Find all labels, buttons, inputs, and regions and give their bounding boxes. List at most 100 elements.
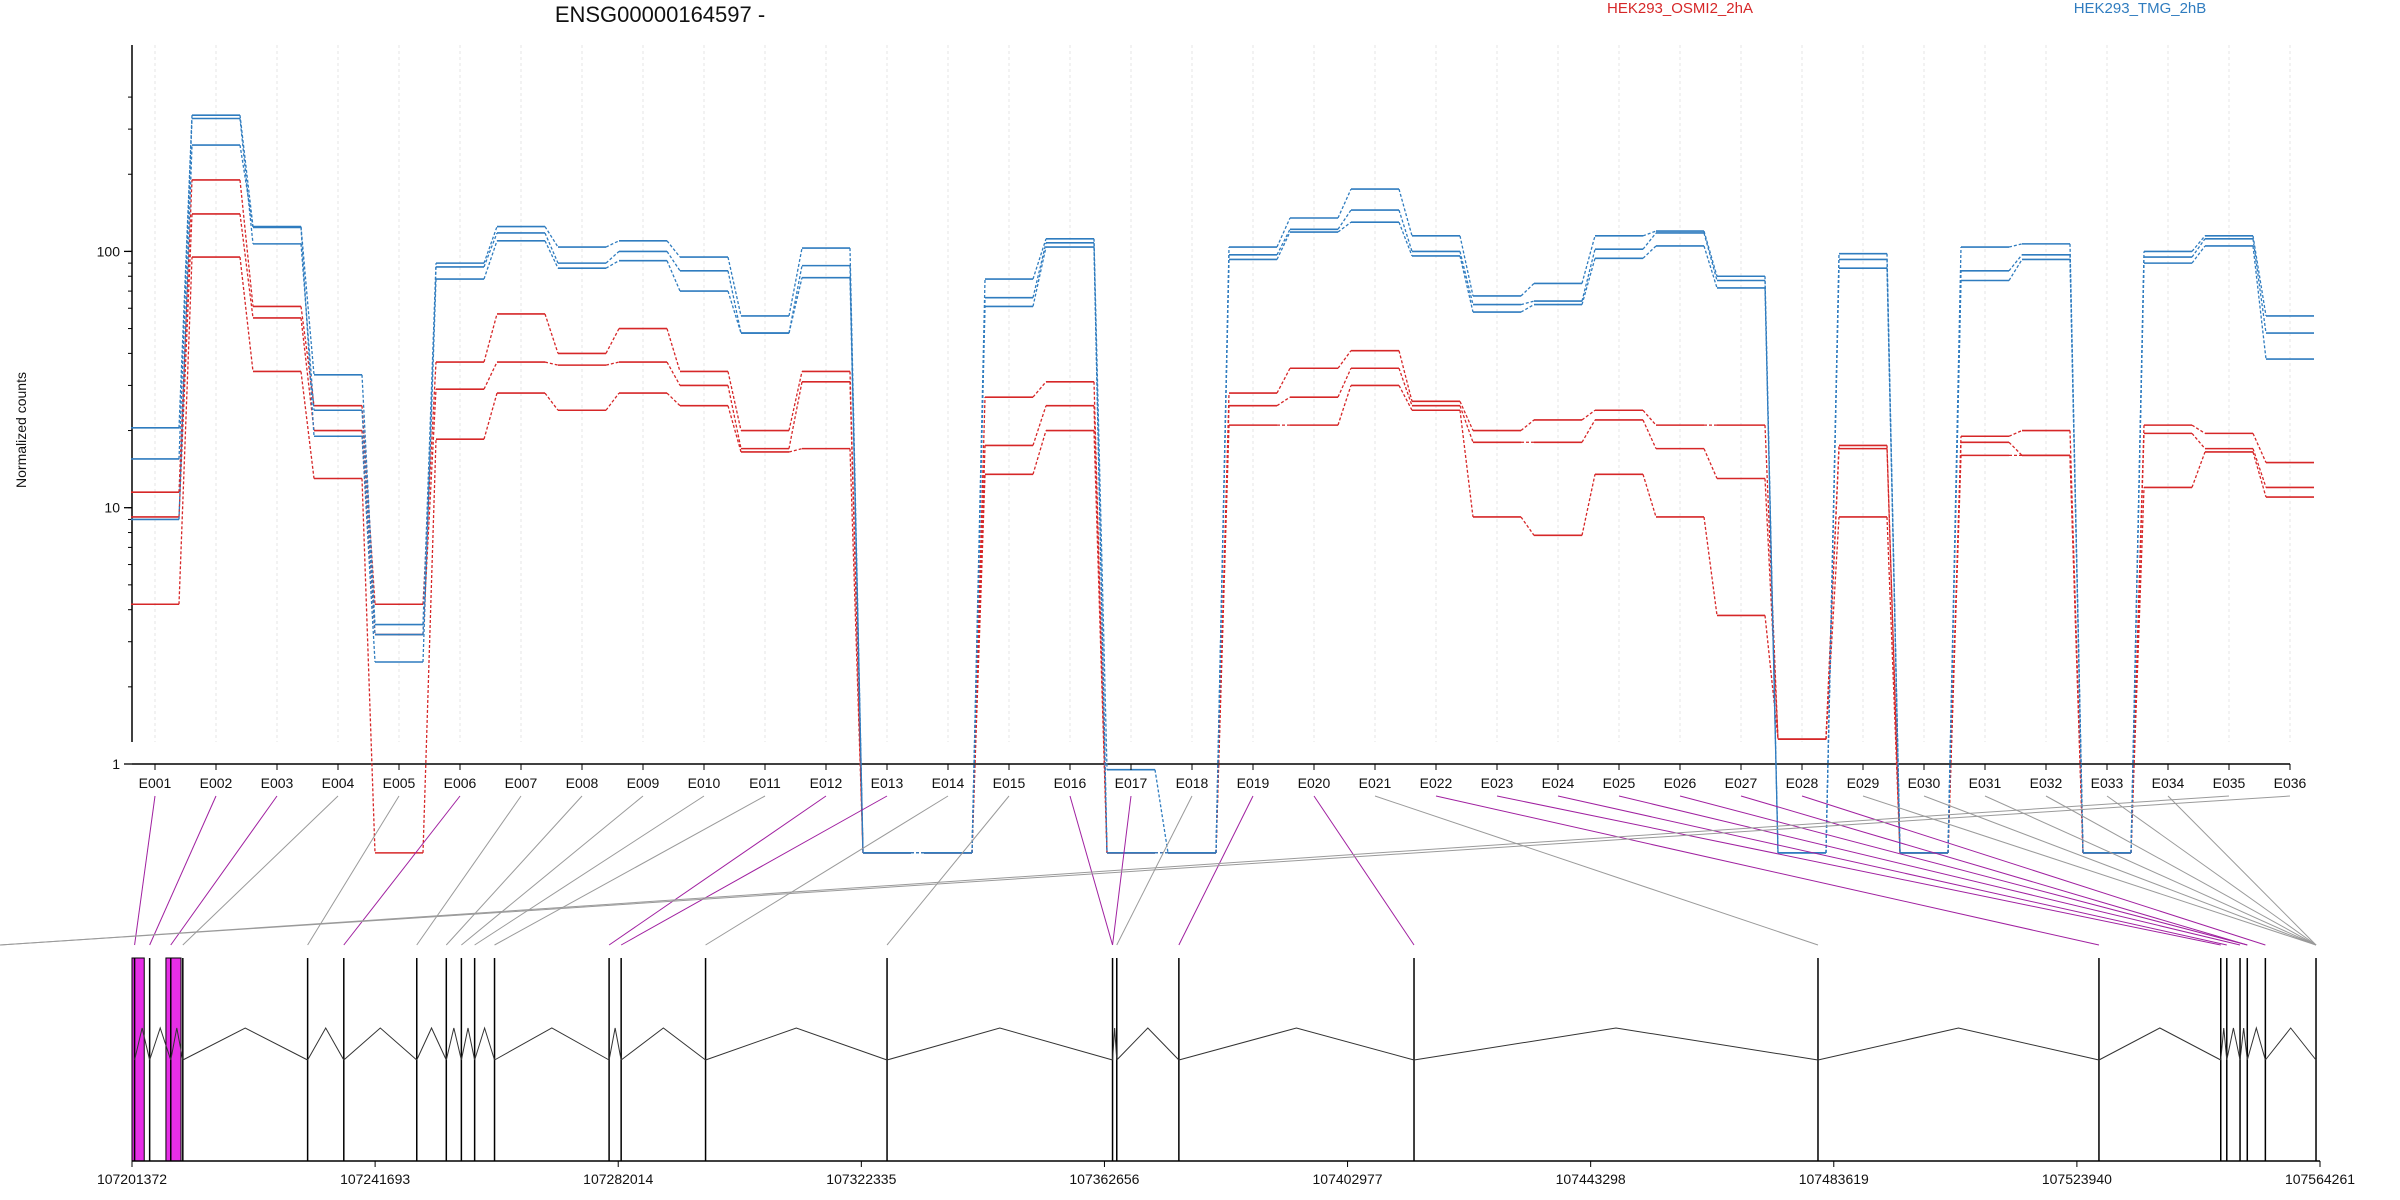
- exon-link: [149, 795, 217, 946]
- exon-link: [1618, 795, 2241, 946]
- exon-connector: [2252, 235, 2267, 317]
- x-tick-label: E027: [1725, 775, 1758, 791]
- x-tick-label: E007: [505, 775, 538, 791]
- exon-connector: [2252, 433, 2267, 463]
- gene-model: [131, 957, 2317, 1162]
- intron-line: [474, 1026, 496, 1061]
- intron-line: [1116, 1027, 1180, 1061]
- exon-connector: [1642, 419, 1657, 449]
- exon-link: [1984, 795, 2317, 946]
- exon-connector: [239, 257, 254, 372]
- exon-connector: [666, 361, 681, 386]
- x-tick-label: E036: [2274, 775, 2307, 791]
- exon-connector: [971, 306, 986, 853]
- exon-connector: [1337, 188, 1352, 219]
- exon-link: [705, 795, 949, 946]
- intron-line: [608, 1027, 622, 1061]
- exon-connector: [1703, 516, 1718, 616]
- exon-connector: [1093, 247, 1108, 853]
- legend-series-tmg: HEK293_TMG_2hB: [2074, 0, 2207, 17]
- intron-line: [1817, 1027, 2100, 1061]
- exon-connector: [178, 118, 193, 459]
- exon-connector: [1947, 280, 1962, 853]
- intron-line: [1413, 1027, 1819, 1061]
- exon-connector: [239, 115, 254, 227]
- exon-connector: [788, 448, 803, 453]
- exon-connector: [544, 240, 559, 269]
- x-tick-label: E021: [1359, 775, 1392, 791]
- coordinate-tick-label: 107201372: [97, 1171, 167, 1187]
- exon-connector: [239, 179, 254, 307]
- exon-connector: [422, 266, 437, 635]
- exon-link: [886, 795, 1010, 946]
- intron-line: [445, 1027, 462, 1061]
- x-tick-label: E019: [1237, 775, 1270, 791]
- exon-connector: [1459, 251, 1474, 305]
- exon-connector: [1398, 188, 1413, 237]
- exon-connector: [1886, 516, 1901, 853]
- exon-connector: [1581, 235, 1596, 284]
- exon-connector: [1032, 430, 1047, 475]
- exon-connector: [666, 240, 681, 258]
- exon-link: [2167, 795, 2317, 946]
- exon-connector: [1520, 419, 1535, 432]
- exon-connector: [1642, 232, 1657, 250]
- exon-link: [620, 795, 888, 946]
- x-tick-label: E004: [322, 775, 355, 791]
- exon-link: [134, 795, 156, 946]
- intron-line: [2264, 1027, 2317, 1061]
- exon-link: [0, 795, 2291, 946]
- series-2: [131, 213, 2314, 854]
- x-tick-label: E010: [688, 775, 721, 791]
- x-tick-label: E013: [871, 775, 904, 791]
- exon-connector: [1093, 430, 1108, 853]
- exon-connector: [544, 313, 559, 354]
- exon-connector: [1398, 385, 1413, 411]
- exon-connector: [1093, 238, 1108, 770]
- exon-connector: [2252, 238, 2267, 334]
- exon-connector: [1337, 385, 1352, 426]
- intron-line: [460, 1027, 476, 1061]
- exon-connector: [483, 392, 498, 440]
- exon-connector: [178, 145, 193, 520]
- intron-line: [705, 1027, 888, 1061]
- exon-connector: [727, 270, 742, 334]
- exon-connector: [727, 256, 742, 317]
- exon-connector: [300, 371, 315, 479]
- exon-connector: [666, 392, 681, 407]
- exon-connector: [2130, 263, 2145, 853]
- exon-connector: [1337, 221, 1352, 233]
- x-tick-label: E017: [1115, 775, 1148, 791]
- intron-line: [134, 1027, 151, 1061]
- exon-connector: [300, 317, 315, 431]
- exon-connector: [1215, 259, 1230, 853]
- x-tick-label: E012: [810, 775, 843, 791]
- exon-link: [1116, 795, 1193, 946]
- coordinate-tick-label: 107443298: [1556, 1171, 1626, 1187]
- exon-connector: [971, 474, 986, 853]
- x-tick-label: E034: [2152, 775, 2185, 791]
- exon-link: [1923, 795, 2317, 946]
- exon-connector: [1459, 410, 1474, 518]
- exon-connector: [2191, 238, 2206, 258]
- coordinate-tick-label: 107322335: [826, 1171, 896, 1187]
- exon-link: [0, 795, 2230, 946]
- exon-connector: [1642, 409, 1657, 426]
- legend-series-osmi2: HEK293_OSMI2_2hA: [1607, 0, 1753, 17]
- exon-connector: [422, 279, 437, 663]
- x-tick-label: E033: [2091, 775, 2124, 791]
- exon-connector: [1276, 217, 1291, 248]
- exon-connector: [1459, 401, 1474, 431]
- exon-connector: [1642, 245, 1657, 259]
- exon-connector: [1032, 405, 1047, 446]
- highlighted-exon-block: [165, 957, 182, 1162]
- exon-connector: [2008, 441, 2023, 456]
- exon-connector: [239, 144, 254, 228]
- exon-connector: [1825, 516, 1840, 740]
- intron-line: [2098, 1027, 2221, 1061]
- exon-connector: [605, 240, 620, 248]
- exon-connector: [178, 179, 193, 493]
- exon-link: [445, 795, 583, 946]
- exon-connector: [1703, 448, 1718, 479]
